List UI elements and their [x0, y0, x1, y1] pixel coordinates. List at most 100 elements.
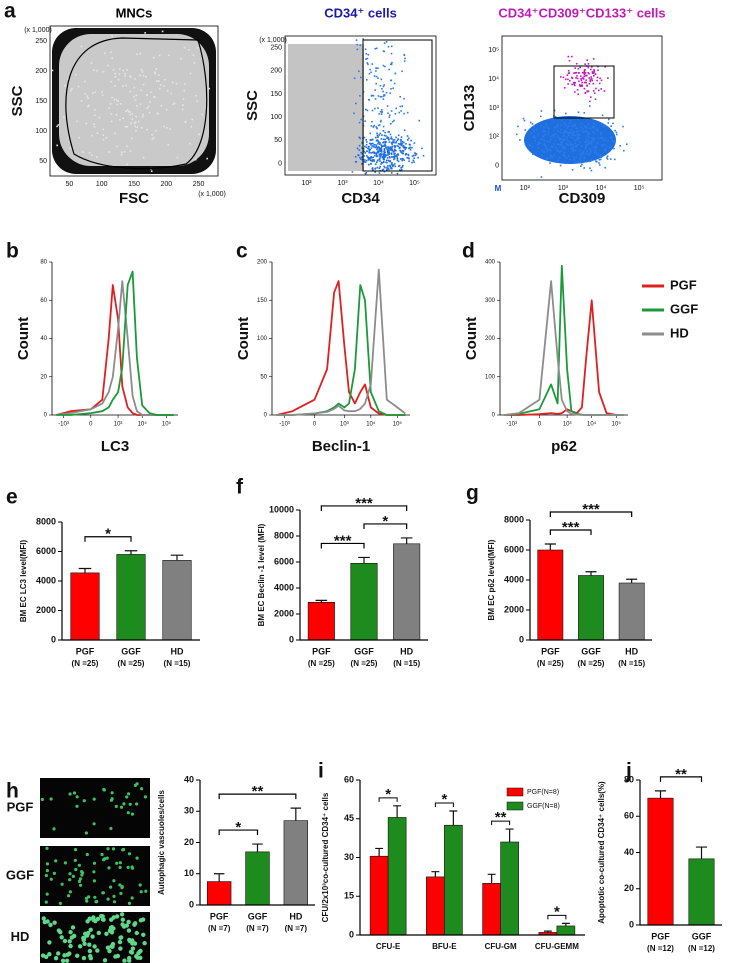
event-dot: [577, 133, 580, 135]
event-dot: [382, 98, 385, 100]
event-dot: [596, 128, 599, 130]
cell: [109, 930, 115, 935]
event-dot: [391, 141, 394, 143]
event-dot: [383, 134, 386, 137]
error-bar: [358, 556, 370, 564]
event-dot: [383, 95, 385, 97]
event-dot: [614, 158, 616, 161]
event-dot: [376, 147, 379, 149]
n-label: (N =15): [164, 659, 191, 668]
event-dot: [583, 81, 586, 84]
cell: [144, 889, 148, 893]
event-dot: [380, 144, 382, 146]
event-dot: [544, 130, 547, 133]
event-dot: [126, 68, 128, 71]
event-dot: [371, 151, 374, 154]
event-dot: [126, 145, 128, 148]
event-dot: [572, 134, 574, 137]
event-dot: [577, 68, 580, 70]
event-dot: [397, 145, 400, 148]
event-dot: [591, 137, 594, 140]
event-dot: [144, 32, 146, 34]
corner-label: M: [495, 184, 502, 193]
y-tick-label: 200: [35, 68, 47, 75]
event-dot: [406, 157, 408, 159]
event-dot: [567, 144, 570, 147]
event-dot: [612, 122, 614, 125]
event-dot: [386, 159, 388, 162]
event-dot: [153, 57, 155, 59]
event-dot: [580, 165, 582, 167]
event-dot: [398, 111, 401, 114]
event-dot: [588, 153, 591, 155]
x-tick-label: 10³: [337, 180, 348, 187]
event-dot: [565, 112, 567, 115]
y-tick-label: 20: [624, 883, 634, 893]
cell: [44, 873, 49, 878]
event-dot: [170, 92, 172, 95]
event-dot: [379, 84, 382, 87]
event-dot: [375, 136, 377, 139]
event-dot: [527, 147, 529, 150]
event-dot: [90, 62, 93, 64]
cell: [81, 937, 86, 943]
bar: [618, 582, 645, 641]
y-axis-label: CD133: [461, 85, 478, 132]
n-label: (N =7): [208, 924, 231, 933]
event-dot: [110, 113, 113, 115]
cell: [134, 930, 139, 936]
event-dot: [594, 145, 596, 148]
event-dot: [382, 85, 385, 88]
event-dot: [567, 83, 569, 85]
event-dot: [382, 153, 384, 155]
error-bar: [544, 543, 556, 550]
event-dot: [544, 144, 546, 146]
event-dot: [383, 152, 386, 154]
event-dot: [402, 164, 404, 167]
event-dot: [576, 75, 578, 77]
event-dot: [371, 167, 374, 169]
cell: [85, 899, 89, 903]
event-dot: [380, 151, 383, 153]
event-dot: [573, 158, 575, 161]
panel-letter: h: [6, 780, 19, 803]
event-dot: [392, 139, 395, 141]
x-tick-label: 10²: [520, 185, 531, 192]
event-dot: [376, 47, 378, 50]
cell: [109, 826, 113, 831]
event-dot: [577, 136, 580, 139]
event-dot: [383, 141, 385, 143]
event-dot: [69, 147, 71, 149]
event-dot: [580, 79, 583, 82]
event-dot: [378, 147, 381, 149]
event-dot: [400, 136, 403, 138]
event-dot: [574, 84, 576, 87]
event-dot: [102, 138, 105, 141]
event-dot: [400, 141, 402, 143]
event-dot: [380, 113, 383, 115]
event-dot: [608, 118, 610, 121]
cell: [134, 954, 139, 959]
event-dot: [403, 112, 405, 115]
event-dot: [193, 62, 196, 64]
event-dot: [400, 167, 402, 169]
bar: [206, 881, 232, 906]
event-dot: [579, 158, 581, 161]
event-dot: [83, 80, 86, 83]
event-dot: [568, 59, 571, 62]
event-dot: [380, 163, 382, 165]
event-dot: [80, 100, 83, 102]
cell: [90, 934, 95, 939]
event-dot: [359, 44, 362, 47]
event-dot: [387, 131, 390, 133]
event-dot: [570, 129, 573, 131]
event-dot: [378, 172, 381, 174]
y-tick-label: 200: [257, 260, 268, 266]
n-label: (N =25): [537, 659, 564, 668]
cell: [127, 852, 132, 856]
event-dot: [139, 74, 141, 77]
event-dot: [390, 142, 393, 144]
event-dot: [388, 156, 391, 159]
x-scale-label: (x 1,000): [198, 191, 226, 198]
event-dot: [595, 152, 598, 154]
